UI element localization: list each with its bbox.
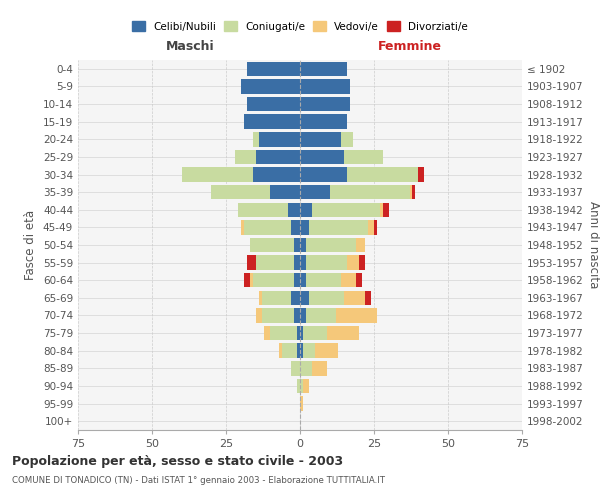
Bar — [368, 220, 374, 234]
Bar — [265, 326, 271, 340]
Bar — [410, 185, 412, 200]
Bar — [250, 238, 294, 252]
Bar — [309, 220, 368, 234]
Bar — [335, 308, 377, 322]
Bar — [300, 168, 347, 181]
Bar — [344, 290, 365, 305]
Bar — [253, 273, 294, 287]
Bar — [247, 97, 300, 112]
Bar — [300, 378, 303, 393]
Bar — [300, 396, 303, 411]
Bar — [306, 256, 347, 270]
Bar — [182, 168, 253, 181]
Bar — [300, 185, 329, 200]
Bar — [356, 273, 362, 287]
Bar — [250, 273, 253, 287]
Y-axis label: Anni di nascita: Anni di nascita — [587, 202, 600, 288]
Bar — [238, 202, 288, 217]
Bar — [244, 220, 291, 234]
Bar — [300, 361, 312, 376]
Bar — [288, 202, 300, 217]
Bar — [306, 308, 335, 322]
Bar — [309, 290, 344, 305]
Bar — [303, 378, 309, 393]
Bar — [300, 132, 341, 146]
Bar — [312, 361, 326, 376]
Bar — [303, 326, 326, 340]
Bar — [380, 202, 383, 217]
Bar — [294, 308, 300, 322]
Bar — [359, 256, 365, 270]
Bar — [297, 326, 300, 340]
Bar — [347, 256, 359, 270]
Bar — [259, 290, 262, 305]
Bar — [300, 308, 306, 322]
Bar — [256, 150, 300, 164]
Bar — [365, 290, 371, 305]
Bar — [300, 150, 344, 164]
Bar — [271, 185, 300, 200]
Bar — [294, 238, 300, 252]
Bar — [244, 114, 300, 129]
Bar — [326, 326, 359, 340]
Bar — [244, 273, 250, 287]
Bar — [300, 326, 303, 340]
Bar — [418, 168, 424, 181]
Bar — [303, 344, 315, 358]
Bar — [306, 238, 356, 252]
Text: Popolazione per età, sesso e stato civile - 2003: Popolazione per età, sesso e stato civil… — [12, 455, 343, 468]
Bar — [297, 344, 300, 358]
Bar — [279, 344, 282, 358]
Bar — [282, 344, 297, 358]
Text: Maschi: Maschi — [166, 40, 215, 53]
Bar — [247, 62, 300, 76]
Y-axis label: Fasce di età: Fasce di età — [25, 210, 37, 280]
Bar — [300, 79, 350, 94]
Bar — [306, 273, 341, 287]
Bar — [235, 150, 256, 164]
Bar — [291, 220, 300, 234]
Bar — [300, 220, 309, 234]
Bar — [300, 238, 306, 252]
Text: COMUNE DI TONADICO (TN) - Dati ISTAT 1° gennaio 2003 - Elaborazione TUTTITALIA.I: COMUNE DI TONADICO (TN) - Dati ISTAT 1° … — [12, 476, 385, 485]
Bar — [262, 290, 291, 305]
Bar — [253, 132, 259, 146]
Bar — [241, 79, 300, 94]
Bar — [374, 220, 377, 234]
Bar — [297, 378, 300, 393]
Bar — [300, 344, 303, 358]
Bar — [253, 168, 300, 181]
Bar — [383, 202, 389, 217]
Bar — [294, 273, 300, 287]
Bar — [341, 132, 353, 146]
Bar — [294, 256, 300, 270]
Bar — [312, 202, 380, 217]
Bar — [329, 185, 410, 200]
Bar — [356, 238, 365, 252]
Bar — [271, 326, 297, 340]
Bar — [344, 150, 383, 164]
Bar — [291, 290, 300, 305]
Bar — [300, 97, 350, 112]
Bar — [300, 256, 306, 270]
Bar — [241, 220, 244, 234]
Bar — [256, 256, 294, 270]
Bar — [300, 290, 309, 305]
Bar — [300, 273, 306, 287]
Text: Femmine: Femmine — [377, 40, 442, 53]
Bar — [291, 361, 300, 376]
Bar — [347, 168, 418, 181]
Bar — [412, 185, 415, 200]
Bar — [300, 202, 312, 217]
Bar — [256, 308, 262, 322]
Bar — [247, 256, 256, 270]
Bar — [259, 132, 300, 146]
Bar — [211, 185, 271, 200]
Bar — [315, 344, 338, 358]
Bar — [341, 273, 356, 287]
Legend: Celibi/Nubili, Coniugati/e, Vedovi/e, Divorziati/e: Celibi/Nubili, Coniugati/e, Vedovi/e, Di… — [128, 17, 472, 36]
Bar — [300, 114, 347, 129]
Bar — [262, 308, 294, 322]
Bar — [300, 62, 347, 76]
